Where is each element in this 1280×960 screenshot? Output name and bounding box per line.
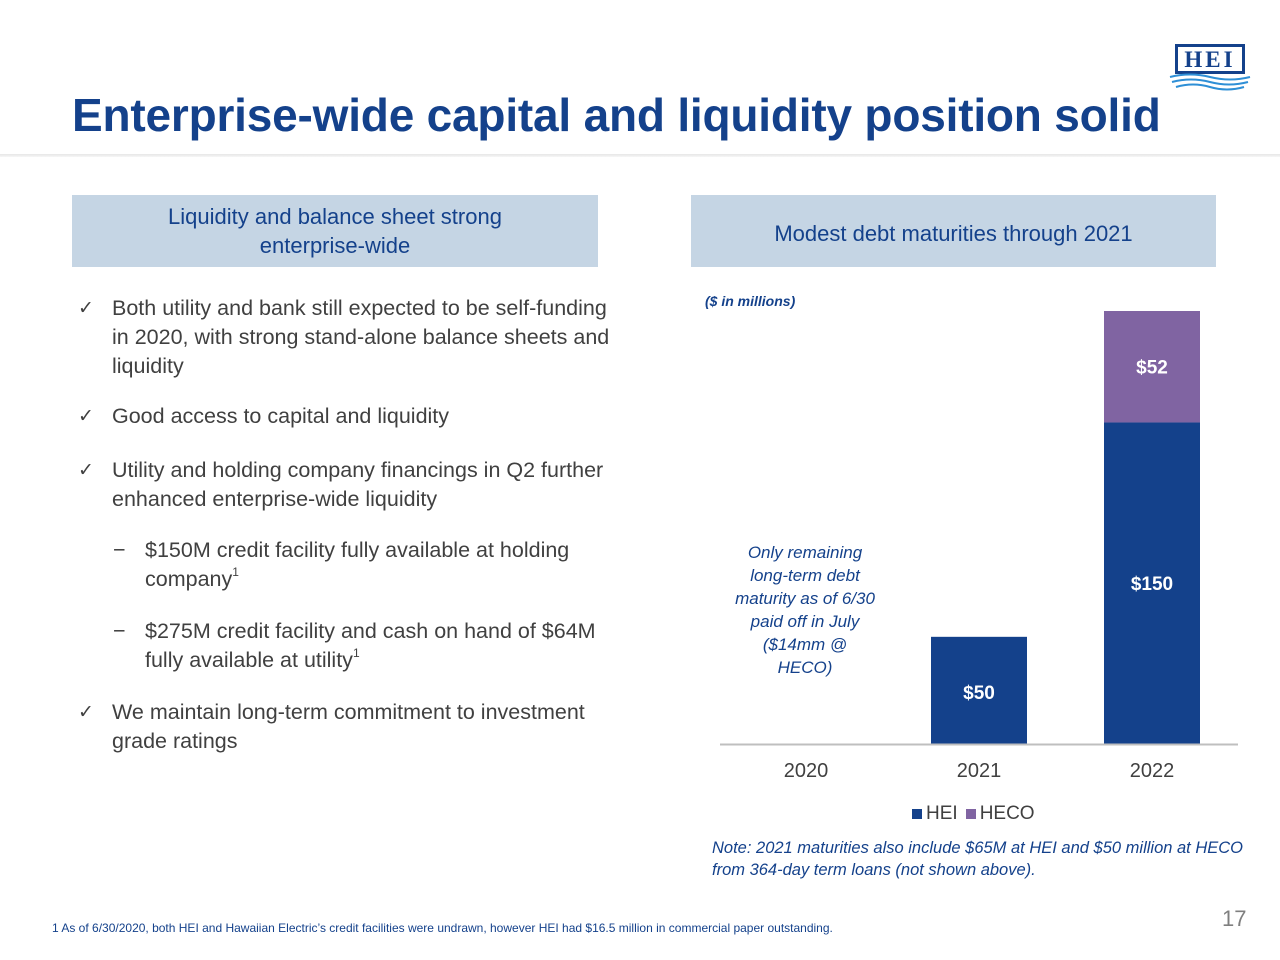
bullet-self-funding: ✓ Both utility and bank still expected t… xyxy=(78,294,612,381)
bar-heco-2022 xyxy=(1104,311,1200,423)
chart-legend: HEI HECO xyxy=(912,803,1043,825)
x-tick-label-2020: 2020 xyxy=(784,760,829,782)
units-label: ($ in millions) xyxy=(705,293,796,309)
data-label-hei-2022: $150 xyxy=(1131,574,1173,595)
bullet-text: Utility and holding company financings i… xyxy=(112,458,604,511)
legend-item-heco: HECO xyxy=(965,803,1035,825)
right-header-text: Modest debt maturities through 2021 xyxy=(774,220,1133,246)
x-tick-label-2022: 2022 xyxy=(1130,760,1175,782)
logo-text: HEI xyxy=(1184,46,1236,72)
footnote-ref: 1 xyxy=(232,564,239,579)
bullet-q2-financings: ✓ Utility and holding company financings… xyxy=(78,456,612,514)
legend-item-hei: HEI xyxy=(912,803,958,825)
data-label-hei-2021: $50 xyxy=(963,683,995,704)
sub-bullet-text: $275M credit facility and cash on hand o… xyxy=(145,619,596,672)
sub-bullet-holding-facility: − $150M credit facility fully available … xyxy=(113,536,605,594)
right-section-header: Modest debt maturities through 2021 xyxy=(691,195,1216,267)
sub-bullet-text: $150M credit facility fully available at… xyxy=(145,538,570,591)
bullet-text: Both utility and bank still expected to … xyxy=(112,296,610,378)
legend-label: HEI xyxy=(926,803,958,824)
footnote: 1 As of 6/30/2020, both HEI and Hawaiian… xyxy=(52,921,833,935)
bullet-capital-access: ✓ Good access to capital and liquidity xyxy=(78,402,612,431)
chart-note: Note: 2021 maturities also include $65M … xyxy=(712,839,1244,879)
left-header-text: Liquidity and balance sheet strong enter… xyxy=(168,204,502,258)
bar-hei-2021 xyxy=(931,636,1027,744)
check-icon: ✓ xyxy=(78,297,94,319)
sub-bullet-utility-facility: − $275M credit facility and cash on hand… xyxy=(113,617,605,675)
dash-marker: − xyxy=(113,619,126,643)
wave-icon xyxy=(1169,73,1251,91)
bullet-text: Good access to capital and liquidity xyxy=(112,404,450,428)
left-section-header: Liquidity and balance sheet strong enter… xyxy=(72,195,598,267)
footnote-ref: 1 xyxy=(352,645,360,660)
legend-swatch xyxy=(912,809,922,819)
x-tick-label-2021: 2021 xyxy=(957,760,1002,782)
page-title: Enterprise-wide capital and liquidity po… xyxy=(72,89,1161,141)
title-divider xyxy=(0,154,1280,157)
legend-swatch xyxy=(965,809,976,819)
bar-hei-2022 xyxy=(1104,422,1200,744)
bullet-investment-grade: ✓ We maintain long-term commitment to in… xyxy=(78,698,612,756)
data-label-heco-2022: $52 xyxy=(1136,358,1168,379)
check-icon: ✓ xyxy=(78,405,94,427)
logo-box: HEI xyxy=(1175,44,1245,74)
check-icon: ✓ xyxy=(78,459,94,481)
hei-logo: HEI xyxy=(1168,44,1252,94)
annotation-2020: Only remaining long-term debt maturity a… xyxy=(735,543,875,677)
legend-label: HECO xyxy=(979,803,1035,824)
page-number: 17 xyxy=(1222,906,1247,931)
check-icon: ✓ xyxy=(78,701,94,723)
dash-marker: − xyxy=(113,538,126,562)
bullet-text: We maintain long-term commitment to inve… xyxy=(112,700,585,753)
